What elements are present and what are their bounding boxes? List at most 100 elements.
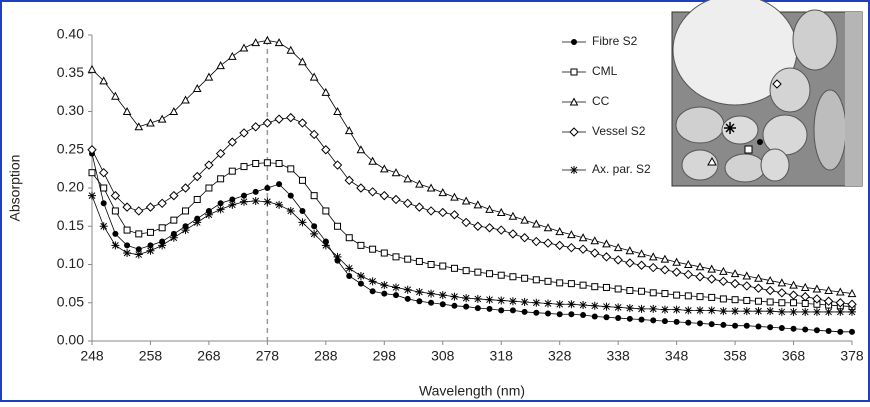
marker xyxy=(661,290,669,298)
inset-marker xyxy=(707,156,717,166)
x-axis-label: Wavelength (nm) xyxy=(419,383,525,399)
marker xyxy=(135,230,143,238)
x-tick-label: 348 xyxy=(665,348,689,364)
marker xyxy=(110,190,121,201)
marker xyxy=(309,72,319,81)
marker xyxy=(497,271,505,279)
marker xyxy=(146,228,154,236)
marker xyxy=(251,38,261,47)
marker xyxy=(707,264,717,273)
marker xyxy=(169,190,179,201)
marker xyxy=(204,72,214,81)
marker xyxy=(99,222,108,231)
marker xyxy=(707,306,716,315)
marker xyxy=(520,297,529,306)
marker xyxy=(263,35,272,44)
marker xyxy=(392,253,400,261)
marker xyxy=(297,118,308,128)
marker xyxy=(508,211,518,220)
marker xyxy=(286,112,296,123)
marker xyxy=(276,181,283,188)
marker xyxy=(193,195,201,203)
marker xyxy=(357,241,365,249)
marker xyxy=(731,307,740,316)
marker xyxy=(321,241,330,250)
marker xyxy=(402,198,413,209)
marker xyxy=(438,188,448,197)
marker xyxy=(836,307,845,316)
marker xyxy=(357,280,364,287)
marker xyxy=(533,309,540,316)
marker xyxy=(544,277,552,285)
marker xyxy=(731,296,739,304)
marker xyxy=(590,248,600,258)
marker xyxy=(497,296,506,305)
marker xyxy=(192,83,202,93)
marker xyxy=(730,269,740,278)
marker xyxy=(649,289,657,297)
marker xyxy=(648,252,658,261)
marker xyxy=(660,265,670,275)
marker xyxy=(449,210,460,220)
x-tick-label: 368 xyxy=(782,348,806,364)
marker xyxy=(262,118,273,128)
marker xyxy=(591,283,599,291)
marker xyxy=(521,308,528,315)
marker xyxy=(823,296,834,306)
x-tick-label: 268 xyxy=(197,348,221,364)
marker xyxy=(380,281,389,290)
marker xyxy=(754,273,763,282)
marker xyxy=(591,313,598,320)
marker xyxy=(545,310,551,317)
marker xyxy=(637,304,646,313)
marker xyxy=(649,304,658,313)
marker xyxy=(251,197,260,206)
marker xyxy=(287,192,294,199)
marker xyxy=(180,183,191,193)
marker xyxy=(287,165,295,173)
x-tick-label: 318 xyxy=(490,348,514,364)
legend-marker xyxy=(570,166,578,174)
marker xyxy=(613,243,623,252)
marker xyxy=(241,192,247,199)
marker xyxy=(88,191,96,200)
marker xyxy=(100,200,107,207)
marker xyxy=(672,305,681,314)
marker xyxy=(217,175,225,183)
marker xyxy=(683,259,693,268)
marker xyxy=(428,299,435,306)
marker xyxy=(147,242,154,249)
marker xyxy=(474,305,481,312)
marker xyxy=(695,262,705,271)
inset-marker xyxy=(757,139,763,145)
marker xyxy=(427,261,435,268)
marker xyxy=(88,169,96,177)
x-tick-label: 298 xyxy=(373,348,397,364)
marker xyxy=(485,295,494,304)
legend-label: Fibre S2 xyxy=(592,34,638,48)
inset-cell xyxy=(675,106,725,144)
marker xyxy=(334,222,342,230)
marker xyxy=(146,246,155,255)
marker xyxy=(263,159,271,167)
marker xyxy=(158,241,167,250)
marker xyxy=(461,217,471,228)
marker xyxy=(615,315,622,322)
marker xyxy=(124,242,131,249)
marker xyxy=(743,296,751,304)
marker xyxy=(309,129,319,140)
marker xyxy=(217,200,224,207)
inset-cell xyxy=(681,149,719,181)
marker xyxy=(135,246,142,253)
inset-cell xyxy=(760,148,790,182)
marker xyxy=(99,76,109,85)
marker xyxy=(333,252,342,261)
marker xyxy=(100,184,108,192)
marker xyxy=(310,229,319,238)
marker xyxy=(181,226,190,235)
marker xyxy=(637,249,646,258)
marker xyxy=(650,317,657,324)
marker xyxy=(322,207,330,215)
marker xyxy=(720,321,727,328)
x-tick-label: 338 xyxy=(606,348,630,364)
